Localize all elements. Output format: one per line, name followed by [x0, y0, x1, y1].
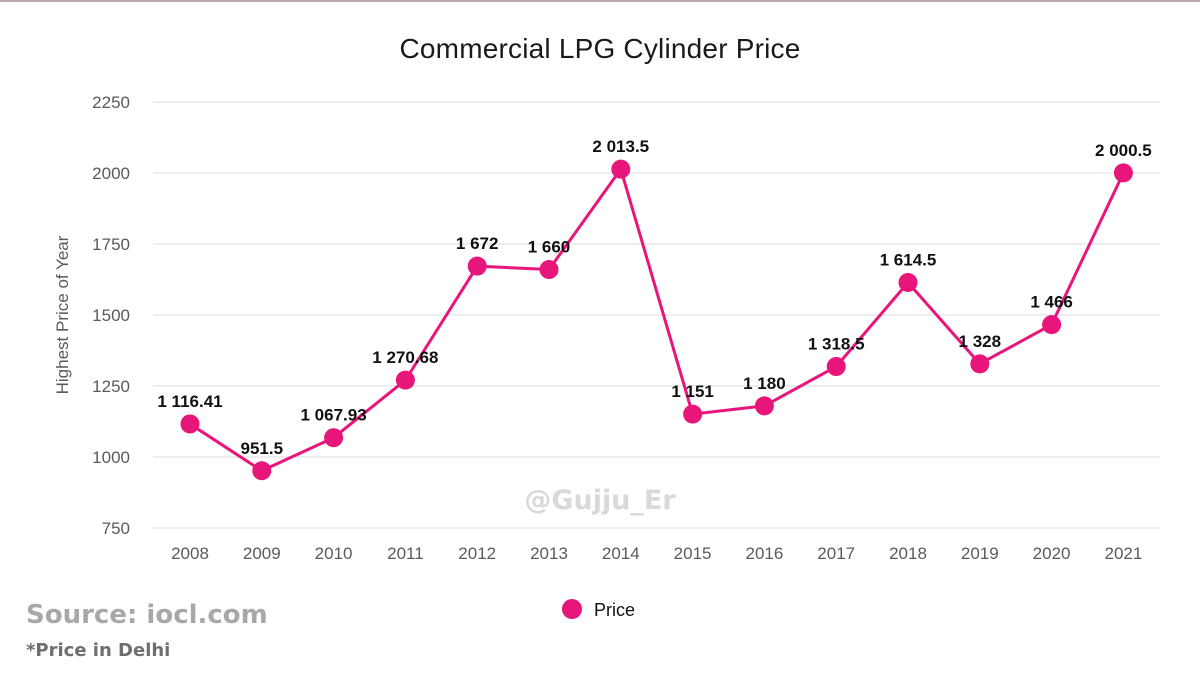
- x-tick-label: 2014: [602, 544, 640, 563]
- footnote-text: *Price in Delhi: [26, 640, 171, 661]
- legend-marker: [562, 599, 582, 619]
- x-tick-label: 2020: [1033, 544, 1071, 563]
- data-label: 1 466: [1030, 293, 1073, 312]
- data-label: 1 067.93: [301, 406, 367, 425]
- data-point: [683, 404, 703, 424]
- data-label: 1 318.5: [808, 335, 865, 354]
- source-text: Source: iocl.com: [26, 600, 268, 630]
- data-label: 1 151: [671, 382, 714, 401]
- data-point: [1113, 163, 1133, 183]
- x-tick-label: 2009: [243, 544, 281, 563]
- y-tick-label: 2250: [92, 93, 130, 112]
- x-tick-label: 2012: [458, 544, 496, 563]
- data-point: [1042, 315, 1062, 335]
- y-tick-label: 1750: [92, 235, 130, 254]
- data-label: 1 180: [743, 374, 786, 393]
- x-tick-label: 2013: [530, 544, 568, 563]
- data-point: [180, 414, 200, 434]
- x-tick-label: 2018: [889, 544, 927, 563]
- y-tick-label: 1250: [92, 377, 130, 396]
- x-tick-label: 2017: [817, 544, 855, 563]
- data-label: 951.5: [241, 439, 284, 458]
- data-label: 1 328: [959, 332, 1002, 351]
- data-label: 1 672: [456, 234, 499, 253]
- x-tick-label: 2011: [387, 544, 424, 563]
- data-point: [467, 256, 487, 276]
- data-point: [539, 260, 559, 280]
- data-label: 2 013.5: [592, 137, 649, 156]
- data-point: [324, 428, 344, 448]
- x-tick-label: 2015: [674, 544, 712, 563]
- data-point: [611, 159, 631, 179]
- chart-title: Commercial LPG Cylinder Price: [399, 33, 801, 64]
- data-label: 1 660: [528, 238, 571, 257]
- data-label: 2 000.5: [1095, 141, 1152, 160]
- data-point: [252, 461, 272, 481]
- data-label: 1 116.41: [157, 392, 222, 411]
- x-tick-label: 2010: [315, 544, 353, 563]
- x-tick-label: 2016: [745, 544, 783, 563]
- y-tick-label: 1500: [92, 306, 130, 325]
- x-tick-label: 2021: [1104, 544, 1142, 563]
- data-label: 1 270.68: [372, 348, 438, 367]
- data-point: [395, 370, 415, 390]
- y-axis-title: Highest Price of Year: [53, 235, 72, 394]
- legend-label: Price: [594, 600, 635, 620]
- data-point: [754, 396, 774, 416]
- y-tick-label: 1000: [92, 448, 130, 467]
- series-line: [189, 167, 1125, 473]
- data-point: [970, 354, 990, 374]
- x-tick-label: 2008: [171, 544, 209, 563]
- y-tick-label: 2000: [92, 164, 130, 183]
- top-border: [0, 0, 1200, 2]
- y-tick-label: 750: [102, 519, 130, 538]
- watermark: @Gujju_Er: [524, 485, 676, 516]
- data-point: [826, 357, 846, 377]
- data-label: 1 614.5: [880, 250, 937, 269]
- x-tick-label: 2019: [961, 544, 999, 563]
- data-point: [898, 272, 918, 292]
